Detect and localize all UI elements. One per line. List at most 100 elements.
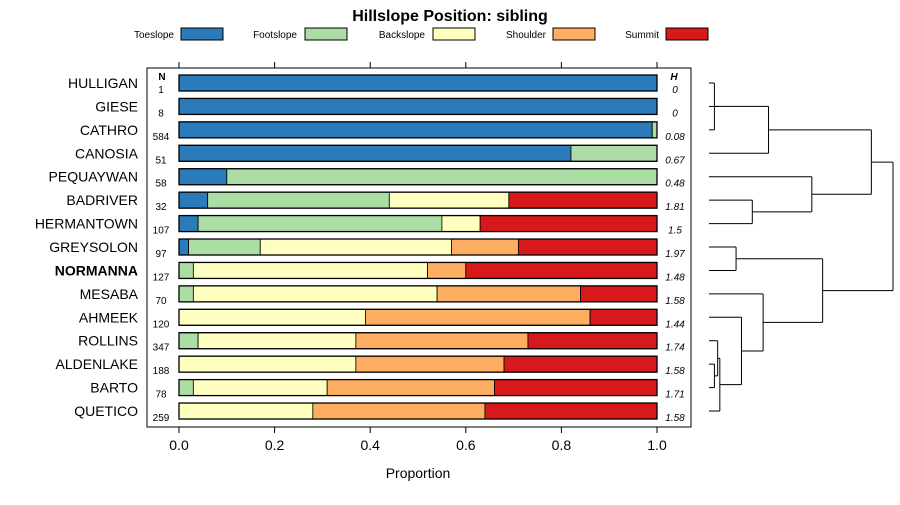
row-h-value: 1.58 bbox=[665, 366, 685, 377]
row-n-value: 1 bbox=[158, 85, 164, 96]
bar-segment-footslope bbox=[178, 379, 194, 396]
row-n-value: 107 bbox=[153, 226, 170, 237]
row-h-value: 0.67 bbox=[665, 155, 685, 166]
bar-segment-footslope bbox=[178, 332, 199, 350]
bar-segment-backslope bbox=[178, 308, 366, 326]
bar-segment-toeslope bbox=[178, 168, 228, 186]
bar-segment-footslope bbox=[207, 191, 390, 209]
bar-outline bbox=[178, 378, 658, 397]
bar-segment-footslope bbox=[226, 168, 658, 186]
bar-outline bbox=[178, 168, 658, 186]
row-quetico: QUETICO 259 1.58 bbox=[74, 402, 685, 424]
bar-segment-shoulder bbox=[312, 402, 486, 420]
x-axis-label: Proportion bbox=[386, 465, 451, 481]
x-tick-label: 0.6 bbox=[456, 437, 476, 453]
row-label: HERMANTOWN bbox=[35, 216, 138, 232]
x-tick-label: 0.0 bbox=[169, 437, 189, 453]
bar-segment-summit bbox=[517, 238, 658, 256]
bar-segment-shoulder bbox=[365, 308, 591, 326]
bar-segment-footslope bbox=[178, 262, 194, 279]
row-n-value: 8 bbox=[158, 108, 164, 119]
bar-outline bbox=[178, 238, 658, 256]
plot-frame bbox=[146, 67, 692, 428]
row-n-value: 51 bbox=[155, 155, 167, 166]
row-cathro: CATHRO 584 0.08 bbox=[80, 121, 685, 143]
row-barto: BARTO 78 1.71 bbox=[90, 378, 685, 401]
row-n-value: 259 bbox=[153, 413, 170, 424]
row-n-value: 120 bbox=[153, 319, 170, 330]
row-hulligan: HULLIGAN 1 0 bbox=[68, 74, 678, 96]
row-label: CANOSIA bbox=[75, 145, 139, 161]
legend-label-backslope: Backslope bbox=[379, 30, 426, 41]
bar-segment-summit bbox=[527, 332, 658, 350]
bar-segment-toeslope bbox=[178, 144, 572, 162]
bar-segment-toeslope bbox=[178, 238, 189, 256]
row-label: BADRIVER bbox=[66, 192, 138, 208]
legend-swatch-summit bbox=[665, 27, 709, 41]
legend-label-footslope: Footslope bbox=[253, 30, 297, 41]
row-label: MESABA bbox=[80, 286, 139, 302]
bar-segment-summit bbox=[484, 402, 658, 420]
row-h-value: 1.71 bbox=[665, 390, 684, 401]
legend-swatch-footslope bbox=[304, 27, 348, 41]
legend-swatch-shoulder bbox=[552, 27, 596, 41]
x-tick-label: 0.8 bbox=[552, 437, 572, 453]
row-n-value: 70 bbox=[155, 296, 167, 307]
row-n-value: 188 bbox=[153, 366, 170, 377]
row-n-value: 78 bbox=[155, 390, 167, 401]
bar-segment-toeslope bbox=[178, 98, 658, 115]
bar-segment-toeslope bbox=[178, 191, 209, 209]
legend-swatch-backslope bbox=[432, 27, 476, 41]
row-pequaywan: PEQUAYWAN 58 0.48 bbox=[49, 168, 685, 190]
row-h-value: 0.08 bbox=[665, 132, 685, 143]
row-label: GIESE bbox=[95, 98, 138, 114]
row-h-value: 1.58 bbox=[665, 413, 685, 424]
row-n-value: 97 bbox=[155, 249, 167, 260]
x-axis: 0.0 0.2 0.4 0.6 0.8 1.0 bbox=[169, 427, 667, 453]
bar-outline bbox=[178, 308, 658, 326]
bar-segment-backslope bbox=[388, 191, 510, 209]
bar-outline bbox=[178, 402, 658, 420]
row-label: NORMANNA bbox=[55, 262, 138, 278]
row-h-value: 0 bbox=[672, 85, 678, 96]
row-n-value: 347 bbox=[153, 343, 170, 354]
row-giese: GIESE 8 0 bbox=[95, 97, 678, 119]
legend-swatch-toeslope bbox=[180, 27, 224, 41]
row-n-value: 584 bbox=[153, 132, 170, 143]
bar-segment-shoulder bbox=[451, 238, 519, 256]
bar-segment-footslope bbox=[651, 121, 658, 139]
row-label: AHMEEK bbox=[79, 309, 139, 325]
bar-rows: HULLIGAN 1 0 GIESE 8 0 CATHRO 584 0.08 CANOSIA 51 0… bbox=[35, 74, 685, 424]
row-n-value: 127 bbox=[153, 272, 170, 283]
row-h-value: 1.5 bbox=[668, 226, 682, 237]
row-label: ALDENLAKE bbox=[56, 356, 138, 372]
row-h-value: 1.44 bbox=[665, 319, 685, 330]
n-header: N bbox=[158, 72, 165, 83]
x-tick-label: 1.0 bbox=[647, 437, 667, 453]
bar-segment-summit bbox=[580, 285, 658, 303]
chart-title: Hillslope Position: sibling bbox=[352, 8, 548, 25]
row-canosia: CANOSIA 51 0.67 bbox=[75, 144, 685, 166]
bar-segment-backslope bbox=[192, 285, 438, 303]
bar-segment-footslope bbox=[197, 215, 443, 232]
bar-segment-toeslope bbox=[178, 121, 653, 139]
row-h-value: 1.97 bbox=[665, 249, 685, 260]
bar-segment-summit bbox=[589, 308, 658, 326]
bar-segment-shoulder bbox=[436, 285, 581, 303]
x-tick-label: 0.2 bbox=[265, 437, 285, 453]
bar-segment-shoulder bbox=[355, 332, 529, 350]
bar-segment-shoulder bbox=[427, 262, 467, 279]
row-label: GREYSOLON bbox=[49, 239, 138, 255]
row-badriver: BADRIVER 32 1.81 bbox=[66, 191, 685, 213]
bar-outline bbox=[178, 355, 658, 373]
legend: Toeslope Footslope Backslope Shoulder Summit bbox=[134, 27, 709, 41]
bar-segment-backslope bbox=[178, 402, 314, 420]
bar-segment-shoulder bbox=[355, 355, 505, 373]
row-mesaba: MESABA 70 1.58 bbox=[80, 285, 685, 307]
bar-segment-toeslope bbox=[178, 74, 658, 92]
bar-outline bbox=[178, 332, 658, 350]
row-label: BARTO bbox=[90, 380, 138, 396]
bar-segment-backslope bbox=[441, 215, 481, 232]
bar-outline bbox=[178, 144, 658, 162]
dendrogram bbox=[709, 82, 894, 412]
